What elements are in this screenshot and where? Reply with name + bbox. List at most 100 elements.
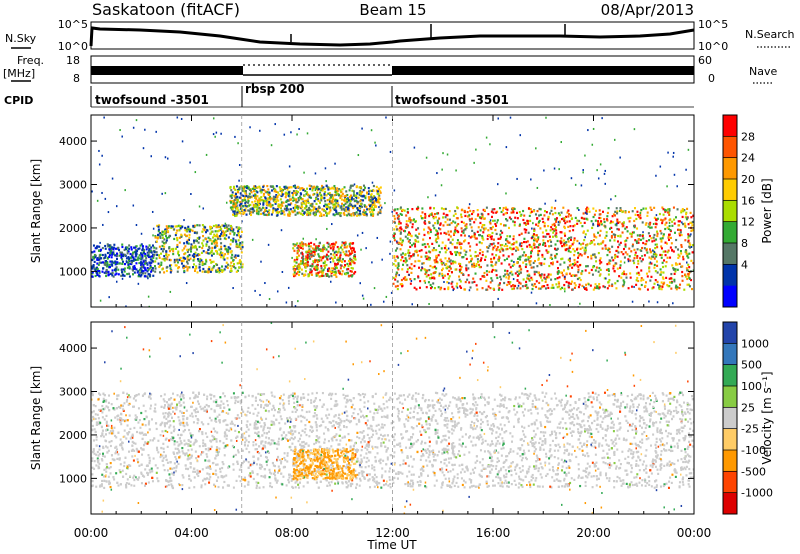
power-echo-point: [232, 259, 234, 262]
power-echo-point: [330, 270, 333, 273]
power-echo-point: [241, 265, 244, 269]
power-echo-point: [409, 282, 412, 285]
power-echo-point: [517, 248, 520, 251]
power-echo-point: [170, 226, 173, 230]
power-echo-point: [649, 279, 652, 282]
power-echo-point: [568, 264, 571, 267]
power-echo-point: [654, 247, 657, 250]
power-echo-point: [455, 285, 458, 288]
power-echo-point: [652, 236, 655, 239]
power-echo-point: [640, 260, 643, 263]
power-echo-point: [665, 260, 668, 264]
power-echo-point: [96, 269, 99, 273]
power-echo-point: [504, 206, 507, 209]
power-echo-point: [329, 206, 332, 209]
power-echo-point: [267, 243, 270, 246]
power-echo-point: [543, 273, 546, 276]
power-echo-point: [327, 255, 330, 258]
power-echo-point: [136, 249, 139, 253]
power-echo-point: [306, 209, 309, 213]
power-echo-point: [661, 276, 664, 279]
power-echo-point: [645, 240, 648, 243]
power-echo-point: [308, 248, 311, 251]
power-echo-point: [556, 267, 559, 270]
power-echo-point: [473, 161, 475, 164]
power-echo-point: [247, 196, 250, 199]
nsky-tick-bottom: 10^0: [58, 40, 88, 53]
power-echo-point: [186, 250, 189, 253]
power-echo-point: [442, 276, 445, 279]
power-echo-point: [140, 261, 143, 264]
power-echo-point: [112, 252, 115, 256]
power-echo-point: [616, 222, 618, 225]
power-echo-point: [350, 249, 353, 252]
power-echo-point: [650, 262, 653, 265]
power-echo-point: [320, 256, 323, 259]
power-echo-point: [316, 194, 319, 198]
power-echo-point: [332, 253, 335, 256]
power-echo-point: [583, 287, 586, 290]
power-echo-point: [567, 247, 570, 250]
power-echo-point: [642, 231, 644, 234]
power-echo-point: [152, 269, 155, 272]
power-echo-point: [121, 277, 124, 280]
power-echo-point: [196, 271, 199, 274]
power-echo-point: [274, 197, 277, 201]
power-echo-point: [271, 211, 274, 214]
power-echo-point: [101, 246, 104, 250]
power-echo-point: [156, 253, 159, 257]
power-echo-point: [238, 204, 241, 207]
power-echo-point: [270, 213, 273, 216]
power-echo-point: [350, 196, 353, 199]
power-echo-point: [597, 177, 600, 180]
power-echo-point: [580, 184, 583, 187]
power-echo-point: [307, 264, 310, 267]
power-echo-point: [513, 287, 516, 290]
power-echo-point: [659, 229, 662, 233]
power-echo-point: [272, 195, 275, 198]
power-echo-point: [276, 214, 279, 217]
power-echo-point: [378, 194, 381, 197]
power-echo-point: [623, 256, 626, 259]
power-echo-point: [358, 206, 361, 210]
power-echo-point: [657, 283, 659, 286]
power-echo-point: [393, 214, 396, 218]
power-echo-point: [138, 247, 141, 250]
power-echo-point: [475, 237, 478, 240]
power-echo-point: [313, 248, 316, 251]
power-echo-point: [465, 225, 468, 228]
power-echo-point: [340, 208, 343, 211]
power-echo-point: [592, 207, 595, 210]
power-echo-point: [568, 245, 571, 248]
power-echo-point: [201, 246, 204, 250]
power-echo-point: [358, 212, 361, 215]
power-echo-point: [381, 258, 383, 261]
power-echo-point: [333, 256, 336, 259]
power-echo-point: [263, 213, 266, 216]
power-echo-point: [529, 211, 532, 214]
power-echo-point: [93, 260, 96, 263]
power-echo-point: [168, 250, 171, 253]
power-echo-point: [334, 191, 337, 194]
power-echo-point: [499, 233, 502, 236]
power-echo-point: [334, 204, 337, 207]
power-echo-point: [215, 131, 218, 134]
power-echo-point: [519, 242, 521, 245]
power-echo-point: [556, 239, 559, 243]
power-echo-point: [681, 275, 684, 278]
power-echo-point: [473, 280, 476, 284]
power-echo-point: [690, 229, 693, 232]
power-echo-point: [563, 216, 566, 220]
power-echo-point: [238, 261, 241, 265]
power-echo-point: [346, 245, 349, 248]
power-echo-point: [687, 233, 690, 236]
power-echo-point: [375, 197, 378, 201]
power-echo-point: [258, 199, 261, 202]
power-echo-point: [223, 244, 226, 248]
power-echo-point: [242, 194, 245, 198]
power-echo-point: [338, 188, 341, 191]
power-echo-point: [180, 117, 183, 120]
power-echo-point: [170, 225, 173, 228]
power-echo-point: [370, 196, 373, 199]
power-echo-point: [653, 266, 656, 269]
